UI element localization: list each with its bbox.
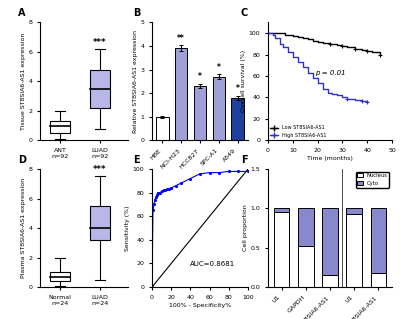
Text: **: ** xyxy=(177,34,185,43)
Bar xyxy=(175,48,187,140)
Text: B: B xyxy=(133,8,140,19)
Text: ***: *** xyxy=(93,38,107,47)
Text: D: D xyxy=(18,155,26,165)
Bar xyxy=(274,208,289,212)
Legend: Low ST8SIA6-AS1, High ST8SIA6-AS1: Low ST8SIA6-AS1, High ST8SIA6-AS1 xyxy=(270,125,326,138)
Bar xyxy=(298,246,314,287)
Legend: Nucleus, Cyto: Nucleus, Cyto xyxy=(356,172,389,188)
Bar xyxy=(50,121,70,133)
Text: *: * xyxy=(236,84,240,93)
Bar xyxy=(322,208,338,275)
Y-axis label: Sensitivity (%): Sensitivity (%) xyxy=(125,205,130,251)
Y-axis label: Plasma ST8SIA6-AS1 expression: Plasma ST8SIA6-AS1 expression xyxy=(20,178,26,278)
Bar xyxy=(194,86,206,140)
Bar xyxy=(213,77,225,140)
X-axis label: Time (months): Time (months) xyxy=(307,156,353,161)
Y-axis label: Relative ST8SIA6-AS1 expression: Relative ST8SIA6-AS1 expression xyxy=(132,30,138,133)
Bar xyxy=(346,208,362,214)
Bar xyxy=(90,206,110,240)
Y-axis label: Cell proportion: Cell proportion xyxy=(243,205,248,251)
Bar xyxy=(50,272,70,281)
Text: *: * xyxy=(198,72,202,81)
Bar xyxy=(156,117,168,140)
Bar xyxy=(322,275,338,287)
Bar xyxy=(346,214,362,287)
Bar xyxy=(371,273,386,287)
Text: AUC=0.8681: AUC=0.8681 xyxy=(190,261,236,267)
Text: A: A xyxy=(18,8,26,19)
Bar xyxy=(90,70,110,108)
Y-axis label: Tissue ST8SIA6-AS1 expression: Tissue ST8SIA6-AS1 expression xyxy=(20,33,26,130)
Text: ***: *** xyxy=(93,165,107,174)
Bar xyxy=(274,212,289,287)
Text: C: C xyxy=(241,8,248,19)
Text: E: E xyxy=(133,155,140,165)
Y-axis label: Overall survival (%): Overall survival (%) xyxy=(241,50,246,112)
Text: p = 0.01: p = 0.01 xyxy=(315,70,346,77)
X-axis label: 100% - Specificity%: 100% - Specificity% xyxy=(169,302,231,308)
Text: F: F xyxy=(241,155,247,165)
Bar xyxy=(371,208,386,273)
Bar xyxy=(298,208,314,246)
Text: *: * xyxy=(217,63,221,72)
Bar xyxy=(232,98,244,140)
